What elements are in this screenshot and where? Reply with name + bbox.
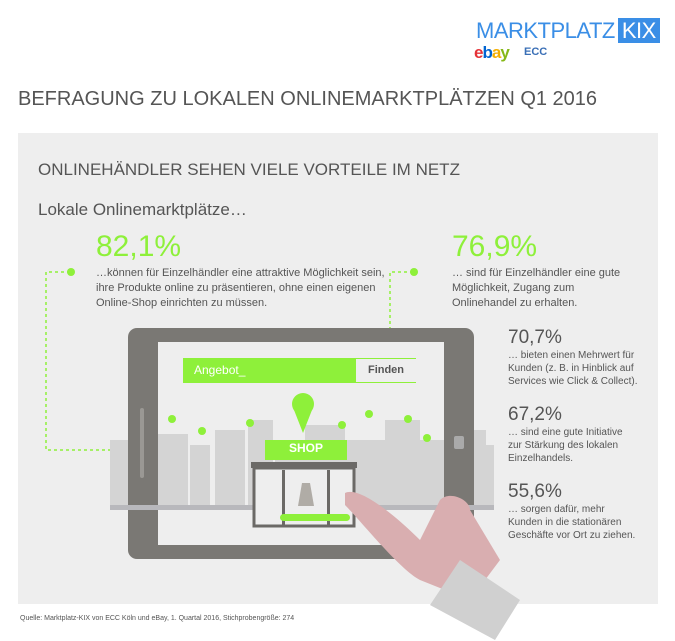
connector-dot: [67, 268, 75, 276]
connector-dot: [410, 268, 418, 276]
stat-value: 55,6%: [508, 481, 562, 502]
stat-item: 55,6% … sorgen dafür, mehr Kunden in die…: [508, 481, 638, 542]
stat-value: 82,1%: [96, 230, 182, 263]
logo: MARKTPLATZ KIX: [476, 18, 660, 44]
stat-text: …können für Einzelhändler eine attraktiv…: [96, 267, 385, 309]
stat-text: … sind eine gute Initiative zur Stärkung…: [508, 427, 623, 464]
search-button[interactable]: Finden: [356, 359, 416, 382]
panel-subtitle: ONLINEHÄNDLER SEHEN VIELE VORTEILE IM NE…: [38, 160, 460, 179]
source-note: Quelle: Marktplatz-KIX von ECC Köln und …: [20, 615, 295, 622]
stat-item: 67,2% … sind eine gute Initiative zur St…: [508, 404, 638, 465]
panel-lead: Lokale Onlinemarktplätze…: [38, 200, 247, 219]
dress-icon: [298, 483, 314, 506]
page-title: BEFRAGUNG ZU LOKALEN ONLINEMARKTPLÄTZEN …: [18, 88, 598, 110]
stat-text: … bieten einen Mehrwert für Kunden (z. B…: [508, 350, 638, 387]
search-input[interactable]: Angebot_: [194, 363, 246, 377]
stat-text: … sorgen dafür, mehr Kunden in die stati…: [508, 504, 636, 541]
shop-sign: SHOP: [288, 441, 323, 455]
location-pins: [168, 393, 431, 442]
stat-item: 70,7% … bieten einen Mehrwert für Kunden…: [508, 327, 648, 388]
stat-value: 76,9%: [452, 230, 538, 263]
stat-value: 67,2%: [508, 404, 562, 425]
stat-item: 76,9% … sind für Einzelhändler eine gute…: [452, 230, 622, 311]
stat-text: … sind für Einzelhändler eine gute Mögli…: [452, 267, 621, 309]
ebay-logo: ebay: [474, 43, 510, 62]
logo-title: MARKTPLATZ: [476, 18, 615, 43]
logo-badge: KIX: [617, 18, 660, 43]
stat-value: 70,7%: [508, 327, 562, 348]
ecc-logo: ECC: [524, 46, 548, 58]
search-bar: Angebot_ Finden: [183, 358, 416, 383]
shop-sign-bg: [265, 440, 347, 460]
connector-lines: [45, 271, 413, 451]
stat-item: 82,1% …können für Einzelhändler eine att…: [96, 230, 396, 311]
